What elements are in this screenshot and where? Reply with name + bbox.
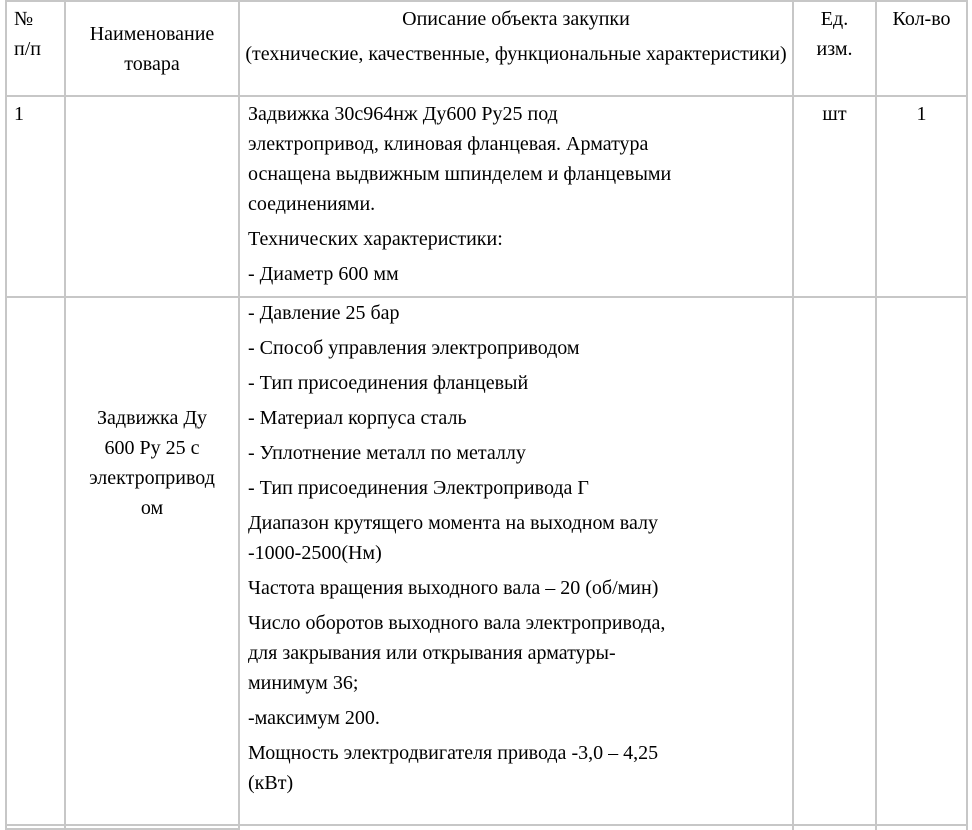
item-description-part-1: Задвижка 30с964нж Ду600 Ру25 под электроп… [240,97,792,296]
paragraph: - Уплотнение металл по металлу [248,442,526,464]
paragraph: - Диаметр 600 мм [248,263,399,285]
next-row-sliver-name [66,826,238,830]
paragraph: -максимум 200. [248,707,380,729]
paragraph: Описание объекта закупки [402,8,630,30]
paragraph: Число оборотов выходного вала электропри… [248,612,666,694]
item-description-part-2: - Давление 25 бар - Способ управления эле… [240,298,792,824]
paragraph: Мощность электродвигателя привода -3,0 –… [248,742,659,794]
item-unit-cell-lower-empty [794,298,875,824]
item-quantity-cell: 1 [877,97,966,296]
paragraph: Задвижка 30с964нж Ду600 Ру25 под электроп… [248,103,672,215]
item-unit-cell: шт [794,97,875,296]
next-row-sliver-description [240,826,792,830]
header-product-name-label: Наименование товара [89,22,215,75]
paragraph: Технических характеристики: [248,228,503,250]
header-cell-description: Описание объекта закупки (технические, ка… [240,2,792,95]
header-cell-unit: Ед. изм. [794,2,875,95]
item-name-cell-upper-empty [66,97,238,296]
paragraph: - Тип присоединения Электропривода Г [248,477,589,499]
paragraph: (технические, качественные, функциональн… [245,43,787,65]
item-number-cell: 1 [7,97,64,296]
next-row-sliver-number [7,826,64,830]
next-row-sliver-unit [794,826,875,830]
item-quantity-cell-lower-empty [877,298,966,824]
item-product-name-cell: Задвижка Ду 600 Ру 25 с электропривод ом [66,298,238,824]
paragraph: - Давление 25 бар [248,302,400,324]
paragraph: - Способ управления электроприводом [248,337,580,359]
item-number-cell-lower-empty [7,298,64,824]
paragraph: Диапазон крутящего момента на выходном в… [248,512,658,564]
next-row-sliver-quantity [877,826,966,830]
header-cell-quantity: Кол-во [877,2,966,95]
header-cell-product-name: Наименование товара [66,2,238,95]
paragraph: Частота вращения выходного вала – 20 (об… [248,577,659,599]
header-cell-number: № п/п [7,2,64,95]
paragraph: - Материал корпуса сталь [248,407,467,429]
paragraph: - Тип присоединения фланцевый [248,372,529,394]
procurement-items-table: № п/п Наименование товара Описание объекта… [5,0,968,830]
